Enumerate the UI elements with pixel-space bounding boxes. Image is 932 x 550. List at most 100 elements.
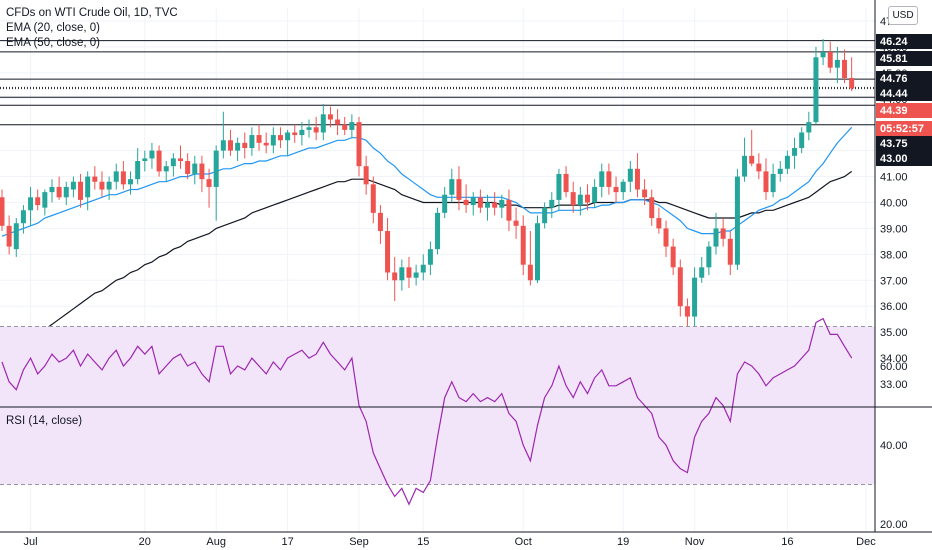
candle-body — [156, 150, 162, 172]
candle-body — [413, 272, 419, 278]
candle-body — [563, 173, 569, 193]
price-tag-label: 44.44 — [880, 88, 908, 100]
candle — [556, 168, 562, 211]
candle — [727, 231, 733, 276]
candle-body — [749, 155, 755, 164]
price-tag: 44.39 — [876, 103, 932, 118]
candle-body — [292, 132, 298, 136]
candle-body — [192, 163, 198, 174]
candle-body — [120, 171, 126, 185]
time-tick-label: 20 — [139, 536, 151, 548]
candle-body — [99, 181, 105, 190]
price-tag-label: 45.81 — [880, 53, 908, 65]
price-tick-label: 36.00 — [880, 301, 908, 313]
currency-button[interactable]: USD — [888, 6, 918, 25]
candle — [527, 231, 533, 286]
candle — [542, 202, 548, 229]
candle — [406, 256, 412, 289]
candle-body — [799, 132, 805, 149]
time-tick-label: 17 — [281, 536, 293, 548]
horizontal-levels — [0, 40, 875, 126]
rsi-legend[interactable]: RSI (14, close) — [6, 415, 83, 427]
candle — [235, 137, 241, 162]
candle-body — [20, 210, 26, 224]
candle — [563, 166, 569, 198]
price-tag: 43.00 — [876, 151, 932, 166]
candle-body — [535, 223, 540, 281]
candle-body — [420, 264, 426, 273]
candle — [113, 163, 119, 190]
candle — [178, 145, 183, 169]
price-tick-label: 33.00 — [880, 379, 908, 391]
candle — [535, 215, 540, 283]
candle — [627, 161, 633, 193]
candle-body — [763, 171, 769, 193]
candle-body — [549, 199, 555, 208]
candle-body — [320, 114, 326, 133]
candle — [63, 181, 69, 206]
candle-body — [199, 163, 205, 180]
candle-body — [699, 267, 705, 278]
candle-body — [149, 150, 155, 159]
candle — [320, 103, 326, 141]
price-tag: 45.81 — [876, 51, 932, 66]
candle-body — [270, 135, 276, 146]
candle-body — [220, 140, 226, 151]
candle-body — [449, 179, 455, 195]
candle-body — [463, 199, 469, 206]
price-tag-label: 44.76 — [880, 73, 908, 85]
candle — [799, 127, 805, 154]
time-tick-label: Jul — [24, 536, 38, 548]
price-tag: 44.76 — [876, 71, 932, 86]
candle — [28, 186, 34, 226]
candle — [770, 163, 776, 198]
candle — [449, 168, 455, 203]
ema50-path — [1, 170, 853, 369]
candle-body — [577, 194, 583, 206]
candle — [485, 194, 491, 221]
price-tag-label: 05:52:57 — [880, 123, 924, 135]
ema50-legend[interactable]: EMA (50, close, 0) — [6, 37, 100, 49]
candle-body — [706, 246, 712, 268]
candle-body — [63, 186, 69, 198]
candle-body — [249, 135, 255, 149]
candle-body — [756, 163, 762, 172]
candle — [313, 116, 319, 141]
candle — [277, 127, 283, 149]
candle-body — [235, 142, 241, 151]
price-tag-bg — [876, 34, 932, 49]
price-tag-label: 46.24 — [880, 36, 908, 48]
time-tick-label: 19 — [617, 536, 629, 548]
time-scale[interactable]: Jul 20 Aug 17 Sep 15 Oct 19 Nov 16 Dec — [24, 536, 877, 548]
candle — [356, 116, 362, 177]
candle-body — [178, 158, 183, 162]
candle — [306, 119, 312, 138]
candle — [577, 186, 583, 216]
candle — [35, 189, 41, 211]
candle — [385, 218, 391, 281]
time-tick-label: Oct — [515, 536, 532, 548]
candle-body — [85, 176, 91, 198]
rsi-scale[interactable]: 20.00 40.00 60.00 — [880, 361, 908, 531]
candle-body — [399, 267, 405, 281]
candle — [499, 194, 505, 219]
candle-body — [827, 52, 833, 68]
candle-body — [128, 179, 134, 185]
candle — [570, 181, 576, 213]
symbol-title[interactable]: CFDs on WTI Crude Oil, 1D, TVC — [6, 7, 178, 19]
candle-body — [792, 148, 798, 156]
time-tick-label: 16 — [781, 536, 793, 548]
candle — [777, 161, 783, 182]
ema20-legend[interactable]: EMA (20, close, 0) — [6, 22, 100, 34]
candle-body — [0, 197, 5, 226]
time-tick-label: Dec — [856, 536, 876, 548]
candle — [549, 192, 555, 219]
candle — [192, 155, 198, 185]
candle-body — [770, 173, 776, 193]
candle — [6, 215, 12, 255]
candle — [399, 259, 405, 291]
candle — [613, 176, 619, 203]
candle — [420, 254, 426, 281]
candle — [513, 207, 519, 239]
